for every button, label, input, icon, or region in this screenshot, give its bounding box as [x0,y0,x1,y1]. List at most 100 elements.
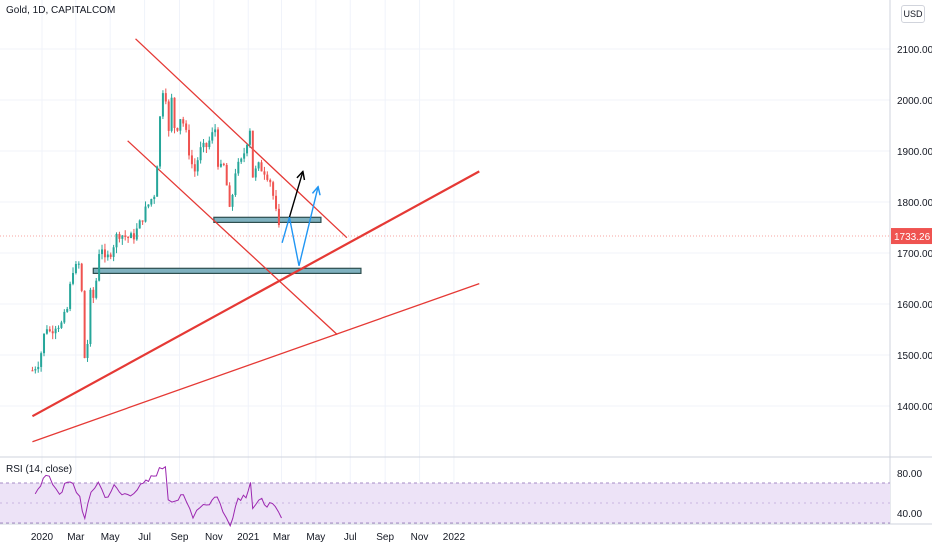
candle-body [153,196,156,200]
candle-body [66,308,69,312]
price-tick-label: 1500.00 [897,351,932,362]
candle-body [31,370,34,372]
candle-body [193,164,196,172]
time-tick-label: 2021 [237,532,260,543]
candle-body [51,331,54,334]
last-price-value: 1733.26 [894,232,931,243]
candle-body [74,263,77,274]
candle-body [127,236,130,239]
candle-body [98,254,101,281]
candle-body [272,182,275,196]
candle-body [170,97,173,131]
candle-body [240,158,243,162]
candle-body [231,195,234,207]
candle-body [80,263,83,291]
candle-body [205,142,208,148]
candle-body [219,163,222,167]
candle-body [130,233,133,239]
candle-body [173,97,176,128]
time-tick-label: Nov [205,532,223,543]
time-tick-label: 2022 [443,532,466,543]
candle-body [109,254,112,257]
trendline-support-main[interactable] [31,170,480,418]
candle-body [156,166,159,197]
trendline-channel-lower[interactable] [127,140,338,336]
candle-body [228,185,231,207]
candle-body [69,283,72,309]
projection-blue-arrow[interactable] [281,187,318,266]
candle-body [57,327,60,329]
price-tick-label: 1900.00 [897,147,932,158]
candle-body [159,116,162,167]
candle-body [135,228,138,240]
time-tick-label: Mar [273,532,291,543]
time-tick-label: 2020 [31,532,54,543]
candle-body [63,311,66,323]
candle-body [60,322,63,328]
candle-body [234,173,237,196]
candle-body [211,132,214,141]
price-tick-label: 1400.00 [897,402,932,413]
candle-body [37,366,40,370]
candle-body [144,206,147,222]
time-tick-label: Sep [376,532,394,543]
rsi-line [34,465,282,528]
rsi-tick-label: 40.00 [897,509,922,520]
zone-lower-zone[interactable] [92,267,362,274]
candle-body [246,144,249,154]
candle-body [167,101,170,131]
price-tick-label: 2000.00 [897,96,932,107]
trendline-support-long[interactable] [32,282,480,443]
candle-body [48,329,51,332]
price-tick-label: 1700.00 [897,249,932,260]
candle-body [115,233,118,248]
candle-body [138,220,141,229]
time-tick-label: Mar [67,532,85,543]
candle-body [132,233,135,240]
time-tick-label: May [306,532,325,543]
candle-body [266,174,269,180]
candle-body [214,129,217,133]
candle-body [260,162,263,172]
zone-upper-zone[interactable] [213,216,322,224]
candle-body [202,142,205,148]
last-price-tag[interactable] [891,228,932,245]
candle-body [275,195,278,209]
candle-body [141,220,144,222]
candle-body [185,123,188,130]
candle-body [34,369,37,371]
candle-body [92,289,95,298]
candle-body [248,130,251,145]
candle-body [40,353,43,367]
price-tick-label: 1600.00 [897,300,932,311]
candle-body [164,93,167,102]
candle-body [54,328,57,334]
projection-black-arrow[interactable] [288,171,303,218]
candle-body [199,147,202,161]
candle-body [196,160,199,172]
currency-button[interactable]: USD [901,5,925,23]
candle-body [147,204,150,207]
candle-body [72,273,75,284]
candle-body [150,199,153,205]
candle-body [251,130,254,178]
candle-body [257,162,260,169]
trendline-channel-upper[interactable] [135,38,348,239]
candle-body [161,93,164,117]
candle-body [269,179,272,183]
candle-body [277,208,280,226]
candle-body [208,140,211,148]
symbol-legend[interactable]: Gold, 1D, CAPITALCOM [6,5,116,16]
time-tick-label: Jul [138,532,151,543]
candle-body [190,155,193,165]
candle-body [43,333,46,354]
candle-body [101,249,104,255]
candle-body [179,119,182,131]
candle-body [188,129,191,156]
candle-body [263,171,266,175]
rsi-legend[interactable]: RSI (14, close) [6,464,73,475]
candle-body [176,127,179,131]
